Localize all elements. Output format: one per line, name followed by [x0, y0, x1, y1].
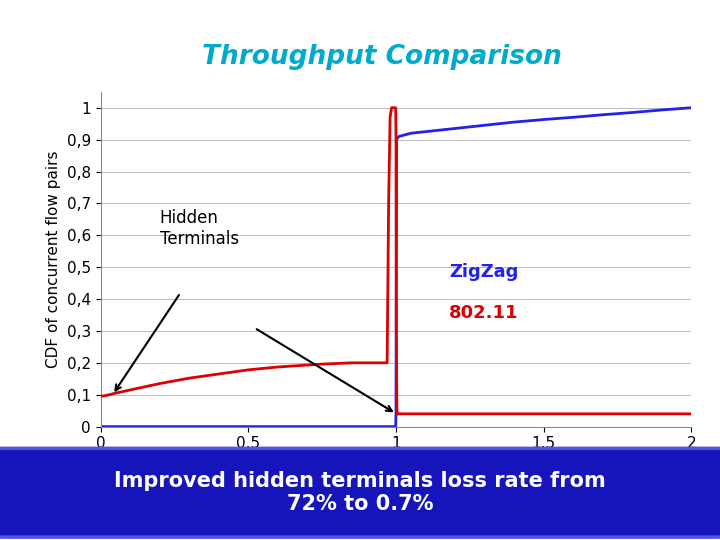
Text: Throughput Comparison: Throughput Comparison: [202, 44, 562, 70]
Text: Improved hidden terminals loss rate from
72% to 0.7%: Improved hidden terminals loss rate from…: [114, 471, 606, 514]
FancyBboxPatch shape: [0, 448, 720, 537]
Text: Hidden
Terminals: Hidden Terminals: [160, 209, 239, 248]
Text: 802.11: 802.11: [449, 304, 518, 322]
Y-axis label: CDF of concurrent flow pairs: CDF of concurrent flow pairs: [46, 151, 61, 368]
Text: ZigZag: ZigZag: [449, 263, 518, 281]
